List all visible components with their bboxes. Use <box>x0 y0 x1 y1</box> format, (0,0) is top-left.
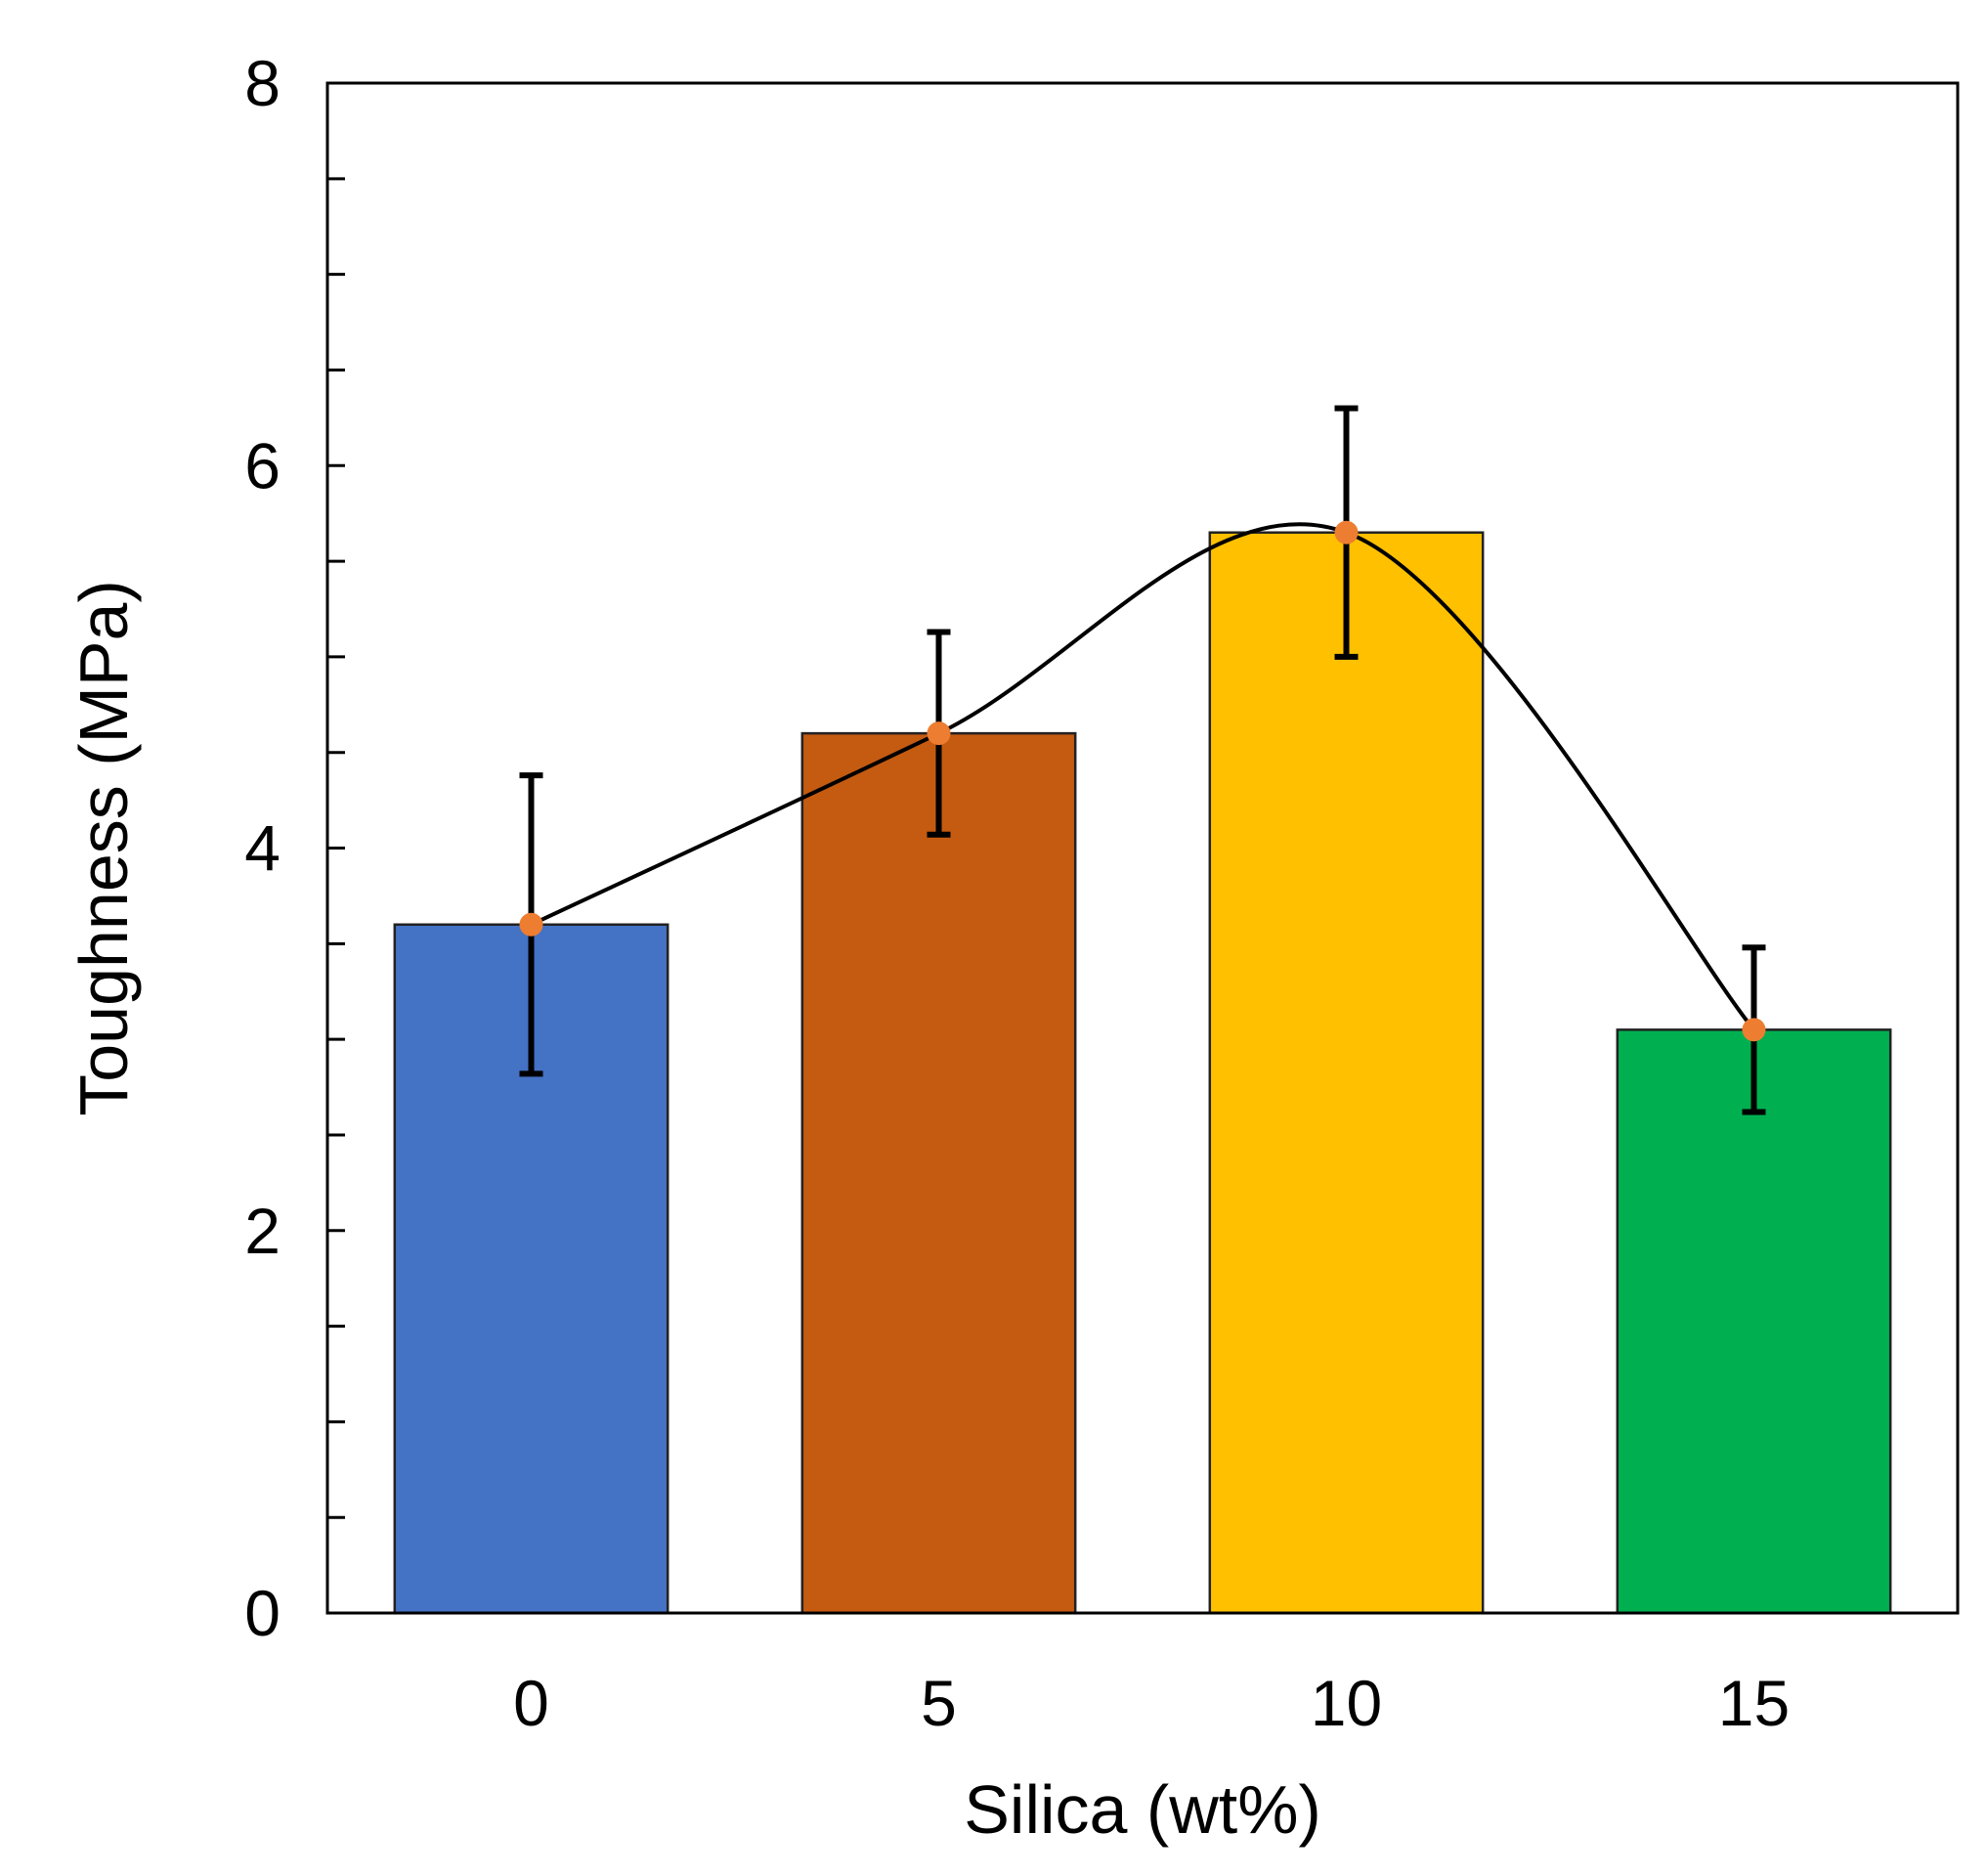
x-tick-label: 5 <box>921 1667 957 1739</box>
y-tick-label: 8 <box>244 47 281 119</box>
data-marker-10 <box>1334 520 1359 545</box>
bar-5 <box>800 731 1077 1615</box>
x-tick-label: 0 <box>513 1667 549 1739</box>
x-tick-label: 15 <box>1718 1667 1790 1739</box>
bars-layer <box>393 531 1892 1615</box>
data-marker-15 <box>1742 1018 1766 1042</box>
x-tick-label: 10 <box>1311 1667 1382 1739</box>
y-tick-label: 6 <box>244 429 281 502</box>
y-axis-title: Toughness (MPa) <box>65 580 142 1116</box>
y-axis-ticks: 0 2 4 6 8 <box>244 47 345 1649</box>
data-marker-5 <box>927 721 951 746</box>
x-axis-tick-labels: 0 5 10 15 <box>513 1667 1790 1739</box>
y-tick-label: 4 <box>244 812 281 885</box>
error-bars-layer <box>519 405 1766 1115</box>
x-axis-title: Silica (wt%) <box>964 1771 1321 1848</box>
bar-10 <box>1208 531 1485 1615</box>
trend-curve-layer <box>530 522 1756 1031</box>
trend-curve <box>530 522 1756 1031</box>
y-tick-label: 0 <box>244 1577 281 1649</box>
data-markers-layer <box>519 520 1766 1042</box>
bar-15 <box>1616 1028 1892 1615</box>
y-tick-label: 2 <box>244 1195 281 1267</box>
data-marker-0 <box>519 912 543 937</box>
